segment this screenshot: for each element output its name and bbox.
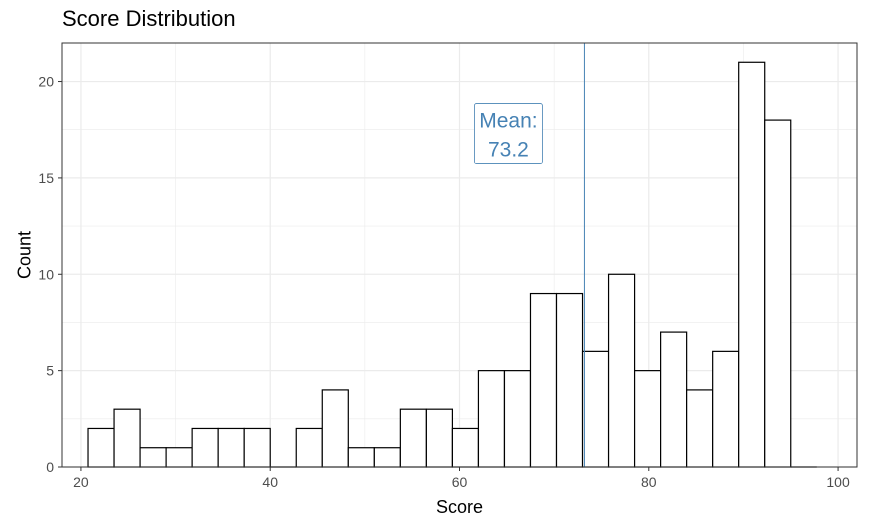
histogram-bar — [529, 292, 558, 468]
mean-label-value: 73.2 — [488, 139, 529, 162]
histogram-bars — [87, 61, 817, 468]
histogram-bar — [738, 61, 766, 468]
histogram-bar — [113, 408, 141, 468]
histogram-bar — [139, 447, 167, 468]
x-tick-label: 80 — [641, 474, 657, 490]
y-tick-label: 5 — [46, 363, 54, 379]
histogram-bar — [686, 389, 714, 468]
histogram-bar — [607, 273, 636, 468]
chart-title: Score Distribution — [62, 6, 236, 31]
histogram-bar — [373, 447, 401, 468]
x-axis-title: Score — [436, 497, 483, 517]
y-tick-label: 0 — [46, 459, 54, 475]
x-tick-label: 60 — [452, 474, 468, 490]
x-tick-label: 40 — [262, 474, 278, 490]
mean-label-title: Mean: — [479, 110, 537, 133]
histogram-bar — [87, 427, 115, 468]
histogram-bar — [243, 427, 271, 468]
histogram-bar — [633, 370, 662, 468]
histogram-bar — [321, 389, 349, 468]
histogram-bar — [347, 447, 375, 468]
histogram-bar — [191, 427, 219, 468]
y-tick-label: 20 — [38, 74, 54, 90]
histogram-bar — [503, 370, 532, 468]
histogram-bar — [660, 331, 688, 468]
x-tick-label: 100 — [826, 474, 850, 490]
histogram-bar — [217, 427, 245, 468]
histogram-bar — [425, 408, 454, 468]
histogram-bar — [764, 119, 792, 468]
y-axis-title: Count — [14, 231, 34, 279]
histogram-bar — [451, 427, 480, 468]
mean-annotation: Mean: 73.2 — [474, 43, 585, 467]
histogram-bar — [712, 350, 740, 468]
x-tick-label: 20 — [73, 474, 89, 490]
axes: 20 40 60 80 100 0 5 10 15 20 — [38, 74, 850, 490]
mean-label-box — [474, 103, 543, 164]
histogram-bar — [477, 370, 506, 468]
histogram-bar — [165, 447, 193, 468]
y-tick-label: 15 — [38, 170, 54, 186]
histogram-bar — [555, 292, 584, 468]
y-tick-label: 10 — [38, 266, 54, 282]
histogram-bar — [295, 427, 323, 468]
histogram-bar — [581, 350, 610, 468]
histogram-bar — [399, 408, 427, 468]
